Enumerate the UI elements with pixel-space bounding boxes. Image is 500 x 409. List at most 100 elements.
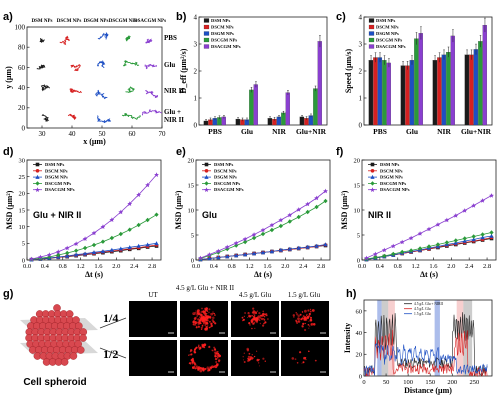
fluorescence-dot bbox=[309, 318, 313, 322]
fluorescence-dot bbox=[188, 354, 190, 356]
trajectory-row-label: Glu bbox=[164, 61, 175, 69]
fluorescence-dot bbox=[215, 361, 218, 363]
fluorescence-dot bbox=[203, 343, 207, 347]
data-point bbox=[462, 208, 468, 213]
fluorescence-dot bbox=[259, 365, 260, 367]
fluorescence-dot bbox=[255, 320, 257, 322]
fluorescence-dot bbox=[196, 321, 199, 324]
data-point bbox=[278, 217, 284, 223]
trajectory-column-label: DSCM NPs bbox=[57, 19, 82, 24]
fluorescence-dot bbox=[242, 320, 244, 322]
x-tick-label: 50 bbox=[383, 379, 390, 386]
legend-marker bbox=[370, 162, 375, 167]
fluorescence-dot bbox=[294, 358, 297, 361]
bar bbox=[313, 88, 318, 126]
fluorescence-dot bbox=[212, 311, 214, 313]
bar bbox=[386, 62, 392, 126]
fluorescence-dot bbox=[204, 368, 207, 370]
fluorescence-dot bbox=[213, 348, 216, 351]
fluorescence-dot bbox=[258, 312, 261, 315]
bar bbox=[418, 33, 424, 126]
x-axis-label: Δt (s) bbox=[85, 270, 103, 279]
y-axis-label: MSD (μm²) bbox=[340, 190, 349, 229]
data-point bbox=[207, 252, 212, 257]
fluorescence-dot bbox=[256, 358, 260, 362]
y-tick-label: 60 bbox=[18, 64, 26, 72]
fluorescence-dot bbox=[260, 314, 263, 317]
fluorescence-dot bbox=[213, 314, 216, 317]
y-tick-label: 0 bbox=[359, 373, 362, 380]
legend-label: DSACGM NPs bbox=[211, 44, 241, 49]
fluorescence-dot bbox=[211, 319, 214, 322]
legend-label: DSCM NPs bbox=[211, 25, 234, 30]
data-point bbox=[251, 251, 257, 256]
legend-label: DSCGM NPs bbox=[211, 38, 237, 43]
fluorescence-dot bbox=[308, 320, 310, 322]
category-label: NIR bbox=[437, 127, 451, 136]
data-point bbox=[127, 201, 133, 206]
fluorescence-dot bbox=[262, 357, 265, 360]
x-axis-label: Δt (s) bbox=[420, 270, 438, 279]
trajectory-column-label: DSM NPs bbox=[32, 19, 53, 24]
data-point bbox=[462, 236, 467, 241]
slice-quarter-label: 1/4 bbox=[103, 311, 118, 325]
fluorescence-dot bbox=[202, 310, 205, 313]
x-tick-label: 200 bbox=[447, 379, 457, 386]
fluorescence-dot bbox=[197, 323, 200, 326]
fluorescence-dot bbox=[207, 315, 210, 319]
y-tick-label: 0 bbox=[22, 124, 26, 132]
y-tick-label: 40 bbox=[18, 84, 26, 92]
fluorescence-dot bbox=[194, 320, 197, 323]
fluorescence-dot bbox=[291, 357, 295, 360]
bar bbox=[373, 57, 378, 126]
data-point bbox=[127, 245, 132, 250]
data-point bbox=[154, 241, 159, 246]
fluorescence-dot bbox=[210, 325, 213, 328]
bar bbox=[400, 65, 406, 126]
y-tick-label: 5 bbox=[22, 241, 25, 248]
data-point bbox=[278, 223, 283, 229]
fluorescence-dot bbox=[255, 312, 257, 315]
cell-sphere bbox=[60, 358, 69, 366]
trajectory-path bbox=[39, 38, 45, 43]
y-tick-label: 2 bbox=[194, 67, 198, 75]
fluorescence-dot bbox=[193, 351, 196, 354]
bar bbox=[405, 65, 410, 126]
fluorescence-dot bbox=[213, 346, 216, 349]
panel-h-intensity-profile: 0 20 40 60 0 50 100 150 200 250 Distance (μm) Inten… bbox=[343, 299, 493, 395]
fluorescence-dot bbox=[260, 317, 264, 321]
data-point bbox=[207, 256, 212, 261]
y-tick-label: 10 bbox=[354, 207, 361, 214]
fluorescence-dot bbox=[251, 322, 254, 325]
fluorescence-dot bbox=[296, 362, 299, 364]
fluorescence-dot bbox=[302, 322, 305, 325]
y-tick-label: 4 bbox=[194, 13, 198, 21]
fluorescence-dot bbox=[299, 351, 302, 354]
fluorescence-dot bbox=[310, 316, 312, 319]
legend-label: DSGM NPs bbox=[214, 175, 237, 180]
fluorescence-dot bbox=[253, 315, 256, 318]
trajectory-path bbox=[68, 88, 83, 94]
trajectory-path bbox=[145, 38, 153, 44]
y-tick-label: 40 bbox=[356, 330, 363, 337]
fluorescence-dot bbox=[252, 307, 255, 310]
fluorescence-dot bbox=[217, 357, 219, 359]
fluorescence-dot bbox=[205, 325, 208, 329]
fluorescence-dot bbox=[205, 314, 208, 316]
legend-label: DSCGM NPs bbox=[376, 38, 402, 43]
data-point bbox=[109, 235, 114, 241]
fluorescence-dot bbox=[252, 310, 256, 314]
legend-label: DSACGM NPs bbox=[45, 187, 75, 192]
data-point bbox=[269, 227, 275, 233]
data-point bbox=[260, 227, 266, 233]
fluorescence-dot bbox=[191, 361, 194, 364]
data-point bbox=[489, 193, 494, 198]
fluorescence-dot bbox=[214, 365, 218, 369]
fluorescence-dot bbox=[194, 312, 196, 314]
fluorescence-dot bbox=[253, 312, 256, 315]
y-tick-label: 25 bbox=[19, 174, 26, 181]
fluorescence-dot bbox=[301, 311, 304, 313]
panel-a-trajectories: 0 20 40 60 80 100 30 40 50 60 70 x (μm) y (μm) DSM NP… bbox=[4, 19, 184, 146]
data-point bbox=[82, 245, 88, 251]
fluorescence-dot bbox=[253, 318, 256, 320]
